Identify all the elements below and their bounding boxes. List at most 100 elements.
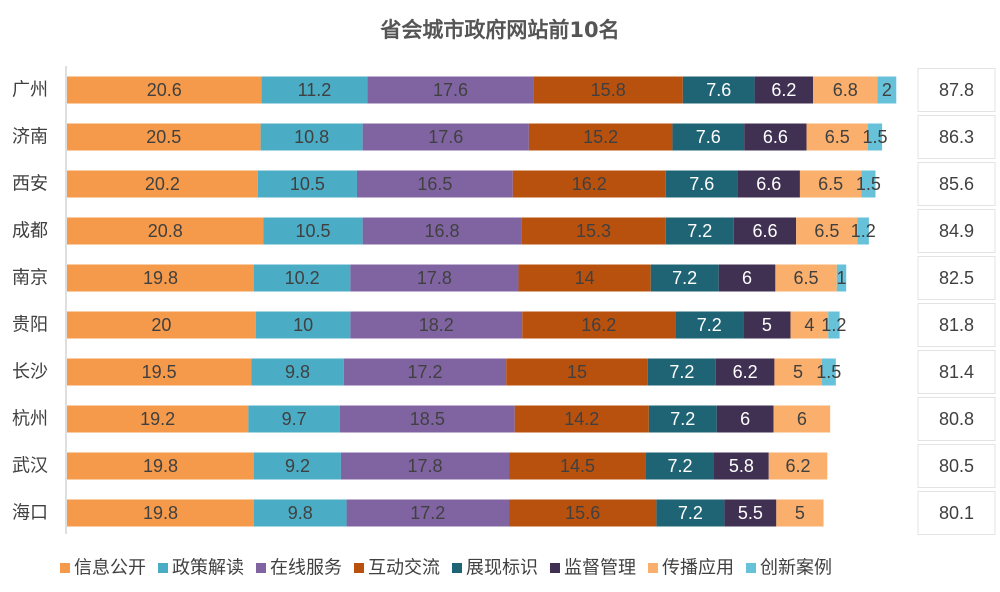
total-cell — [917, 209, 996, 253]
total-label: 80.8 — [939, 409, 974, 429]
bar-segment — [67, 76, 262, 104]
bar-segment — [521, 217, 666, 245]
data-label: 1.5 — [856, 174, 881, 194]
bar-segment — [836, 264, 847, 292]
total-cell — [917, 68, 996, 112]
bar-segment — [67, 123, 261, 151]
category-label: 海口 — [12, 503, 48, 524]
bar-segment — [645, 452, 714, 480]
data-label: 16.2 — [572, 174, 607, 194]
bar-segment — [713, 452, 769, 480]
data-label: 9.8 — [288, 503, 313, 523]
data-label: 17.8 — [407, 456, 442, 476]
data-label: 17.6 — [428, 127, 463, 147]
data-label: 6.2 — [786, 456, 811, 476]
legend-swatch — [452, 563, 462, 573]
bar-segment — [806, 123, 868, 151]
data-label: 14 — [575, 268, 595, 288]
data-label: 10.5 — [296, 221, 331, 241]
data-label: 20.5 — [146, 127, 181, 147]
bar-segment — [340, 452, 510, 480]
data-label: 1.2 — [851, 221, 876, 241]
bar-segment — [255, 311, 351, 339]
bar-segment — [528, 123, 673, 151]
total-label: 87.8 — [939, 80, 974, 100]
data-label: 5.8 — [729, 456, 754, 476]
data-label: 6 — [740, 409, 750, 429]
bar-segment — [512, 170, 666, 198]
data-label: 15.2 — [583, 127, 618, 147]
bar-segment — [776, 499, 824, 527]
total-label: 81.4 — [939, 362, 974, 382]
data-label: 17.6 — [433, 80, 468, 100]
data-label: 15.3 — [576, 221, 611, 241]
bar-segment — [813, 76, 878, 104]
bar-segment — [715, 358, 775, 386]
bar-segment — [799, 170, 862, 198]
data-label: 1.5 — [863, 127, 888, 147]
bar-segment — [665, 217, 734, 245]
data-label: 11.2 — [298, 80, 332, 100]
data-label: 15.8 — [591, 80, 626, 100]
category-label: 西安 — [12, 174, 48, 195]
bar-segment — [257, 170, 357, 198]
bar-segment — [675, 311, 744, 339]
bar-segment — [67, 499, 255, 527]
data-label: 20.2 — [145, 174, 180, 194]
data-label: 16.5 — [417, 174, 452, 194]
data-label: 6.6 — [756, 174, 781, 194]
bar-segment — [754, 76, 814, 104]
total-cell — [917, 303, 996, 347]
legend-label: 互动交流 — [368, 558, 440, 579]
category-label: 武汉 — [12, 456, 48, 477]
data-label: 19.5 — [142, 362, 177, 382]
data-label: 1.2 — [821, 315, 846, 335]
data-label: 6.5 — [794, 268, 819, 288]
data-label: 7.2 — [670, 409, 695, 429]
bar-segment — [254, 499, 347, 527]
bar-segment — [790, 311, 829, 339]
data-label: 6.5 — [825, 127, 850, 147]
data-label: 17.8 — [417, 268, 452, 288]
category-label: 杭州 — [12, 409, 48, 430]
bar-segment — [248, 405, 340, 433]
data-label: 6.2 — [771, 80, 796, 100]
data-label: 10.5 — [290, 174, 325, 194]
data-label: 20.8 — [148, 221, 183, 241]
data-label: 14.5 — [560, 456, 595, 476]
legend-swatch — [648, 563, 658, 573]
bar-segment — [522, 311, 676, 339]
bar-segment — [514, 405, 649, 433]
total-cell — [917, 162, 996, 206]
data-label: 7.2 — [678, 503, 703, 523]
bar-segment — [821, 358, 836, 386]
bar-segment — [672, 123, 745, 151]
bar-segment — [254, 452, 341, 480]
bar-segment — [67, 170, 258, 198]
legend-label: 传播应用 — [662, 558, 734, 579]
bar-segment — [509, 499, 657, 527]
bar-segment — [506, 358, 648, 386]
bar-segment — [648, 405, 717, 433]
bar-segment — [254, 264, 351, 292]
data-label: 7.2 — [669, 362, 694, 382]
bar-segment — [774, 358, 822, 386]
total-label: 80.5 — [939, 456, 974, 476]
bar-segment — [67, 405, 249, 433]
data-label: 6 — [742, 268, 752, 288]
category-label: 成都 — [12, 221, 48, 242]
bar-segment — [733, 217, 797, 245]
data-label: 15 — [567, 362, 587, 382]
data-label: 10.2 — [285, 268, 320, 288]
bar-segment — [877, 76, 897, 104]
bar-segment — [67, 311, 256, 339]
data-label: 15.6 — [565, 503, 600, 523]
total-label: 85.6 — [939, 174, 974, 194]
data-label: 10.8 — [294, 127, 329, 147]
legend-label: 展现标识 — [466, 558, 538, 579]
category-label: 南京 — [12, 268, 48, 289]
bar-segment — [744, 123, 807, 151]
legend-label: 政策解读 — [172, 558, 244, 579]
data-label: 7.2 — [697, 315, 722, 335]
category-label: 济南 — [12, 127, 48, 148]
